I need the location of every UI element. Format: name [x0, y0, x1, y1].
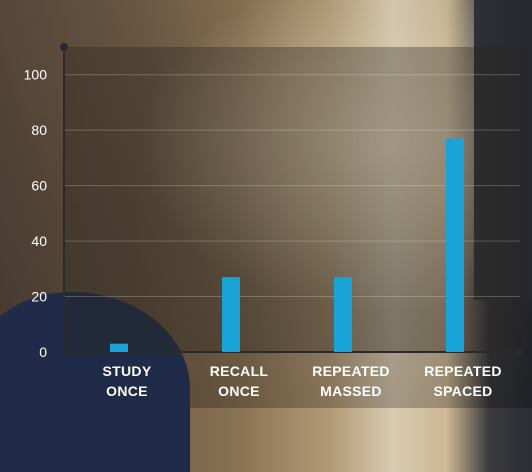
x-category-label: ONCE — [218, 383, 260, 399]
y-tick-label: 100 — [24, 67, 48, 83]
axes — [60, 43, 524, 356]
x-category-label: ONCE — [106, 383, 148, 399]
x-category-label: SPACED — [433, 383, 492, 399]
bars — [110, 138, 464, 352]
y-tick-labels: 0 20 40 60 80 100 — [24, 67, 48, 360]
y-tick-label: 60 — [31, 178, 47, 194]
y-tick-label: 40 — [31, 233, 47, 249]
x-category-label: STUDY — [103, 363, 152, 379]
bar — [222, 277, 240, 352]
bar — [110, 343, 128, 352]
y-tick-label: 0 — [39, 344, 47, 360]
x-category-labels: STUDY ONCE RECALL ONCE REPEATED MASSED REPEATE… — [103, 363, 502, 399]
x-axis-end-dot — [516, 348, 524, 356]
x-category-label: MASSED — [320, 383, 382, 399]
y-axis-end-dot — [60, 43, 68, 51]
x-category-label: REPEATED — [312, 363, 390, 379]
bar — [446, 138, 464, 352]
x-category-label: RECALL — [210, 363, 269, 379]
grid-lines — [64, 74, 520, 298]
x-category-label: REPEATED — [424, 363, 502, 379]
bar — [334, 277, 352, 352]
bar-chart: 0 20 40 60 80 100 STUDY ONCE RECALL ONCE REPEATED… — [24, 43, 524, 399]
background-door — [474, 0, 532, 300]
chart-panel — [64, 47, 522, 352]
y-tick-label: 80 — [31, 122, 47, 138]
y-tick-label: 20 — [31, 289, 47, 305]
